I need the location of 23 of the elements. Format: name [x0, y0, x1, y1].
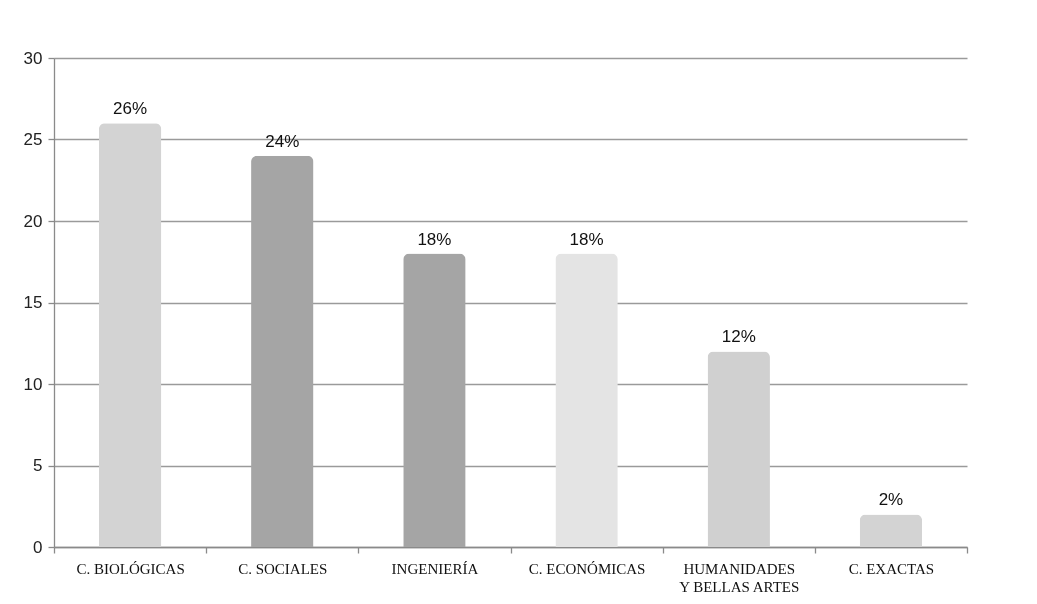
- y-tick-label: 30: [23, 48, 43, 68]
- data-label: 18%: [569, 229, 604, 249]
- x-tick-label: INGENIERÍA: [391, 560, 479, 577]
- data-label: 26%: [113, 99, 148, 119]
- data-label: 12%: [721, 327, 756, 347]
- y-tick-label: 10: [23, 374, 43, 394]
- bar: [555, 253, 618, 547]
- x-tick-label: C. EXACTAS: [848, 560, 935, 577]
- y-tick-label: 15: [23, 293, 43, 312]
- data-label: 24%: [265, 131, 300, 151]
- x-tick-label: C. BIOLÓGICAS: [76, 560, 185, 577]
- y-tick-label: 0: [33, 537, 43, 557]
- x-tick-label: HUMANIDADES Y BELLAS ARTES: [679, 560, 800, 595]
- y-tick-label: 25: [23, 130, 43, 149]
- data-label: 18%: [417, 229, 452, 249]
- x-tick-label: C. ECONÓMICAS: [528, 560, 646, 577]
- x-tick-label: C. SOCIALES: [238, 560, 328, 577]
- y-tick-label: 5: [33, 456, 43, 475]
- bar: [98, 123, 162, 547]
- bar: [707, 351, 770, 547]
- bar: [859, 514, 923, 547]
- data-label: 2%: [878, 490, 904, 510]
- y-tick-label: 20: [23, 211, 43, 231]
